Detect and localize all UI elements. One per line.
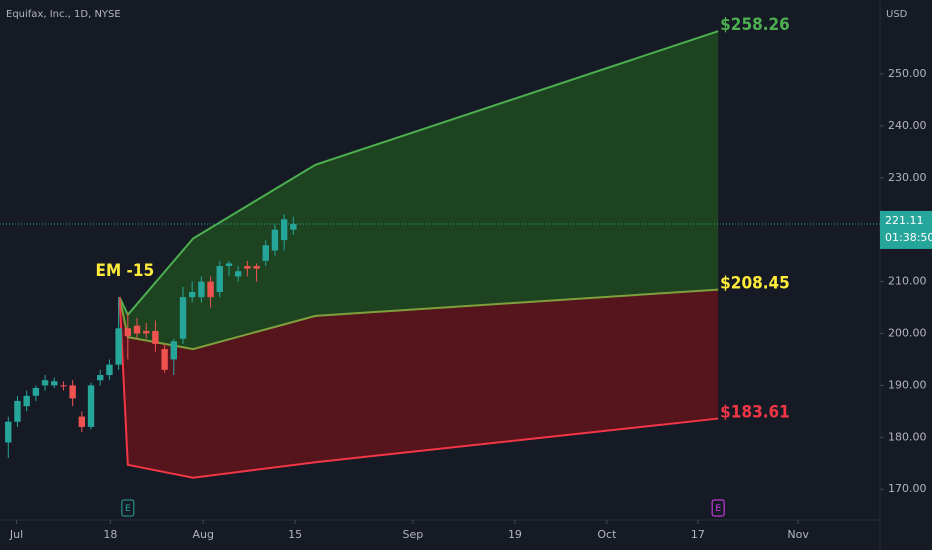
- band-label: $258.26: [720, 15, 790, 35]
- candle-body: [188, 291, 196, 298]
- candle-body: [14, 400, 21, 422]
- candle-body: [170, 341, 177, 360]
- candle-body: [161, 349, 168, 370]
- candle-body: [216, 266, 223, 292]
- candle-body: [152, 330, 159, 344]
- x-tick-label: 15: [288, 528, 302, 541]
- candle-body: [271, 229, 279, 251]
- band-line: [118, 297, 719, 479]
- candle-body: [115, 328, 122, 365]
- candle-body: [78, 416, 86, 427]
- currency: USD: [886, 9, 908, 20]
- candle-body: [244, 266, 251, 269]
- candle-body: [198, 281, 205, 298]
- earnings-marker: [121, 499, 135, 517]
- band-line: [118, 30, 719, 317]
- y-tick-label: 200.00: [888, 327, 927, 340]
- band-label: $208.45: [720, 274, 790, 294]
- candle-body: [23, 395, 30, 407]
- candle-body: [97, 375, 104, 381]
- countdown: 01:38:50: [885, 231, 932, 244]
- band-label: $183.61: [720, 403, 790, 423]
- x-tick-label: Aug: [192, 528, 213, 541]
- earnings-label: E: [715, 504, 721, 514]
- lower-area: [119, 289, 719, 478]
- candle-body: [41, 380, 49, 386]
- candle-body: [32, 387, 40, 396]
- x-tick-label: 18: [103, 528, 117, 541]
- candle-body: [143, 330, 150, 334]
- y-tick-label: 250.00: [888, 67, 927, 80]
- candle-body: [106, 364, 113, 376]
- x-tick-label: Oct: [597, 528, 617, 541]
- candle-body: [5, 421, 12, 443]
- y-tick-label: 190.00: [888, 378, 927, 391]
- x-tick-label: Jul: [9, 528, 23, 541]
- candle-body: [133, 325, 141, 334]
- candle-body: [225, 263, 233, 267]
- y-tick-label: 180.00: [888, 430, 927, 443]
- band-line: [118, 288, 719, 351]
- y-tick-label: 210.00: [888, 275, 927, 288]
- candle-body: [124, 328, 132, 337]
- earnings-marker: [711, 499, 725, 517]
- candle-body: [234, 271, 242, 277]
- x-tick-label: 17: [691, 528, 705, 541]
- price-box: [880, 210, 932, 249]
- y-tick-label: 170.00: [888, 482, 927, 495]
- candle-body: [60, 385, 67, 387]
- y-tick-label: 230.00: [888, 171, 927, 184]
- candle-body: [51, 381, 58, 386]
- annotation: EM -15: [96, 261, 155, 281]
- x-tick-label: 19: [508, 528, 522, 541]
- candle-body: [207, 281, 214, 298]
- x-tick-label: Sep: [403, 528, 424, 541]
- candle-body: [280, 219, 288, 241]
- candle-body: [69, 385, 76, 399]
- candle-body: [290, 223, 297, 230]
- upper-area: [119, 31, 719, 350]
- candle-body: [87, 385, 95, 427]
- earnings-label: E: [125, 504, 131, 514]
- chart-title: Equifax, Inc., 1D, NYSE: [6, 9, 121, 20]
- y-tick-label: 240.00: [888, 119, 927, 132]
- price-label: 221.11: [885, 214, 924, 227]
- candle-body: [253, 266, 260, 269]
- candle-body: [179, 297, 187, 339]
- candle-body: [262, 245, 269, 261]
- x-tick-label: Nov: [787, 528, 809, 541]
